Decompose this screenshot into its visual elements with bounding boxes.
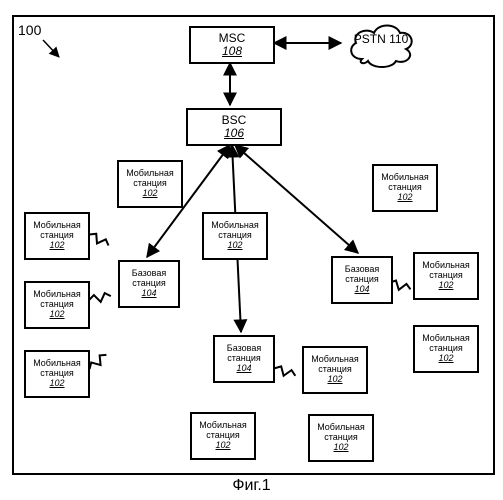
node-bsc: BSC106 — [186, 108, 282, 146]
node-msD: Мобильная станция102 — [24, 212, 90, 260]
node-label: Мобильная станция — [26, 290, 88, 310]
node-num: 102 — [438, 281, 453, 291]
node-msI: Мобильная станция102 — [413, 325, 479, 373]
node-num: 104 — [354, 285, 369, 295]
node-num: 102 — [49, 379, 64, 389]
node-num: 106 — [224, 127, 244, 140]
node-label: Мобильная станция — [415, 334, 477, 354]
node-msC: Мобильная станция102 — [372, 164, 438, 212]
node-msK: Мобильная станция102 — [308, 414, 374, 462]
node-num: 102 — [227, 241, 242, 251]
node-num: 102 — [397, 193, 412, 203]
node-num: 108 — [222, 45, 242, 58]
node-label: Мобильная станция — [204, 221, 266, 241]
node-bs2: Базовая станция104 — [213, 335, 275, 383]
node-num: 102 — [327, 375, 342, 385]
node-num: 104 — [236, 364, 251, 374]
figure-caption: Фиг.1 — [0, 477, 503, 495]
node-msE: Мобильная станция102 — [24, 281, 90, 329]
node-label: Базовая станция — [333, 265, 391, 285]
node-label: Мобильная станция — [415, 261, 477, 281]
node-msH: Мобильная станция102 — [413, 252, 479, 300]
node-label: Мобильная станция — [119, 169, 181, 189]
node-num: 102 — [142, 189, 157, 199]
node-num: 102 — [215, 441, 230, 451]
node-label: Базовая станция — [120, 269, 178, 289]
node-label: Базовая станция — [215, 344, 273, 364]
node-msB: Мобильная станция102 — [202, 212, 268, 260]
node-label: Мобильная станция — [26, 221, 88, 241]
pstn-num: 110 — [389, 32, 408, 46]
node-msF: Мобильная станция102 — [24, 350, 90, 398]
node-label: Мобильная станция — [304, 355, 366, 375]
node-msA: Мобильная станция102 — [117, 160, 183, 208]
node-label: Мобильная станция — [374, 173, 436, 193]
node-bs1: Базовая станция104 — [118, 260, 180, 308]
node-label: Мобильная станция — [192, 421, 254, 441]
node-msc: MSC108 — [189, 26, 275, 64]
node-label: Мобильная станция — [26, 359, 88, 379]
node-num: 102 — [438, 354, 453, 364]
node-label: Мобильная станция — [310, 423, 372, 443]
node-num: 104 — [141, 289, 156, 299]
node-num: 102 — [49, 241, 64, 251]
node-msG: Мобильная станция102 — [302, 346, 368, 394]
node-msJ: Мобильная станция102 — [190, 412, 256, 460]
node-bs3: Базовая станция104 — [331, 256, 393, 304]
node-num: 102 — [49, 310, 64, 320]
pstn-label: PSTN — [354, 32, 386, 46]
node-num: 102 — [333, 443, 348, 453]
